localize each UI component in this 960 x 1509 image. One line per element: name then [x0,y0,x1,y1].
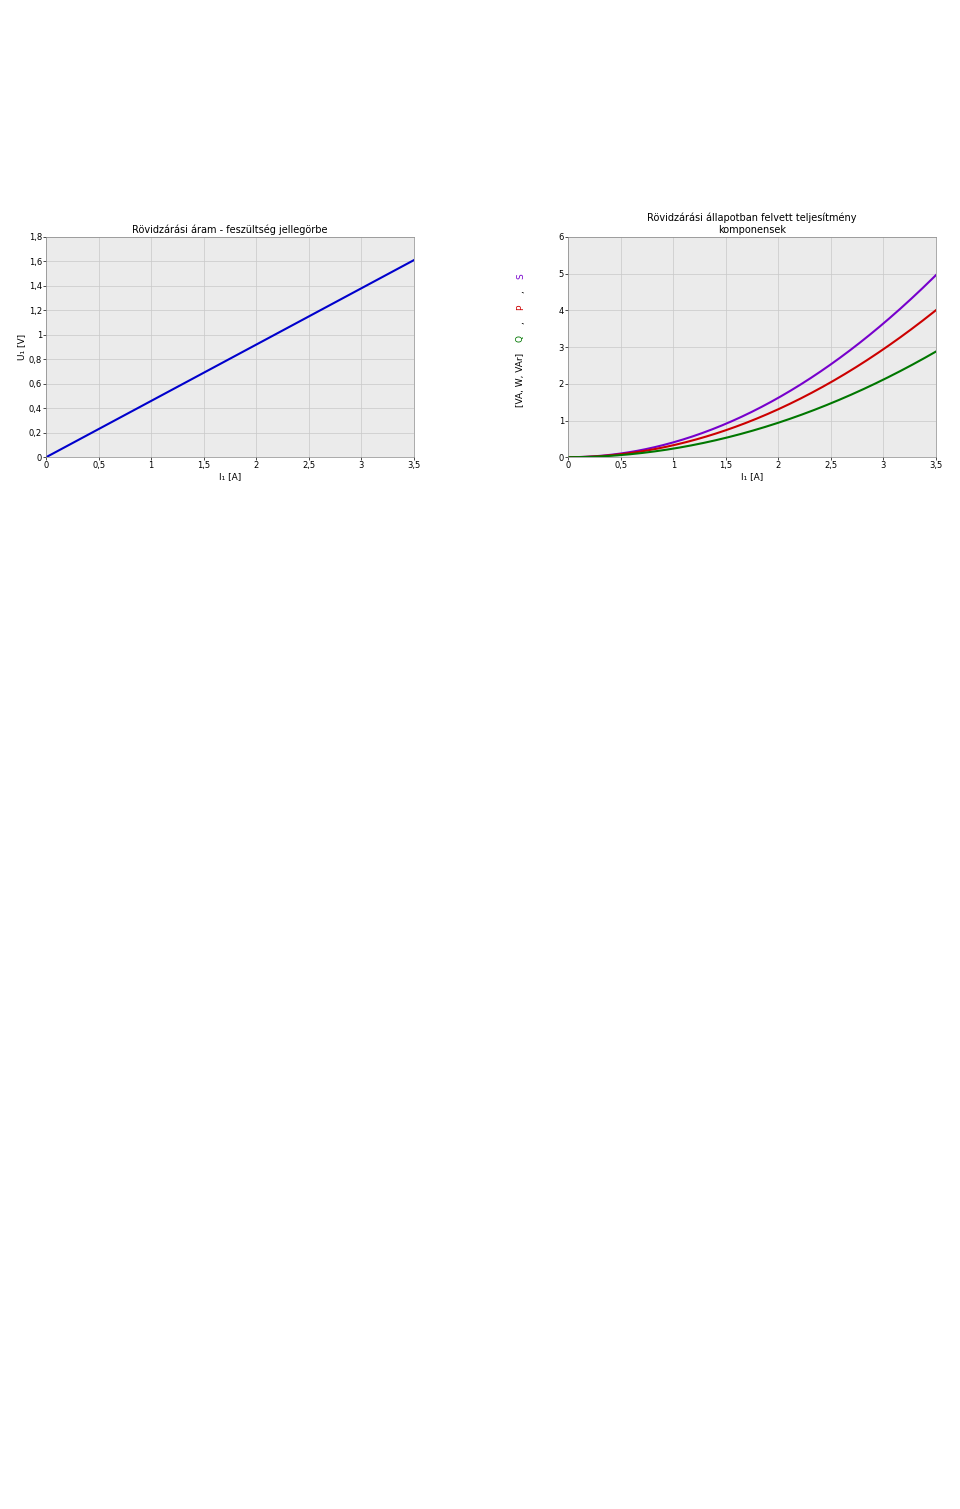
Text: Q: Q [516,335,525,341]
Text: P: P [516,305,525,311]
Title: Rövidzárási állapotban felvett teljesítmény
komponensek: Rövidzárási állapotban felvett teljesítm… [647,213,857,235]
Text: [VA, W, VAr]: [VA, W, VAr] [516,353,525,407]
X-axis label: I₁ [A]: I₁ [A] [219,472,241,481]
Title: Rövidzárási áram - feszültség jellegörbe: Rövidzárási áram - feszültség jellegörbe [132,225,327,235]
Y-axis label: U₁ [V]: U₁ [V] [17,333,26,361]
Text: ,: , [516,321,525,324]
Text: ,: , [516,291,525,293]
Text: S: S [516,273,525,279]
X-axis label: I₁ [A]: I₁ [A] [741,472,763,481]
